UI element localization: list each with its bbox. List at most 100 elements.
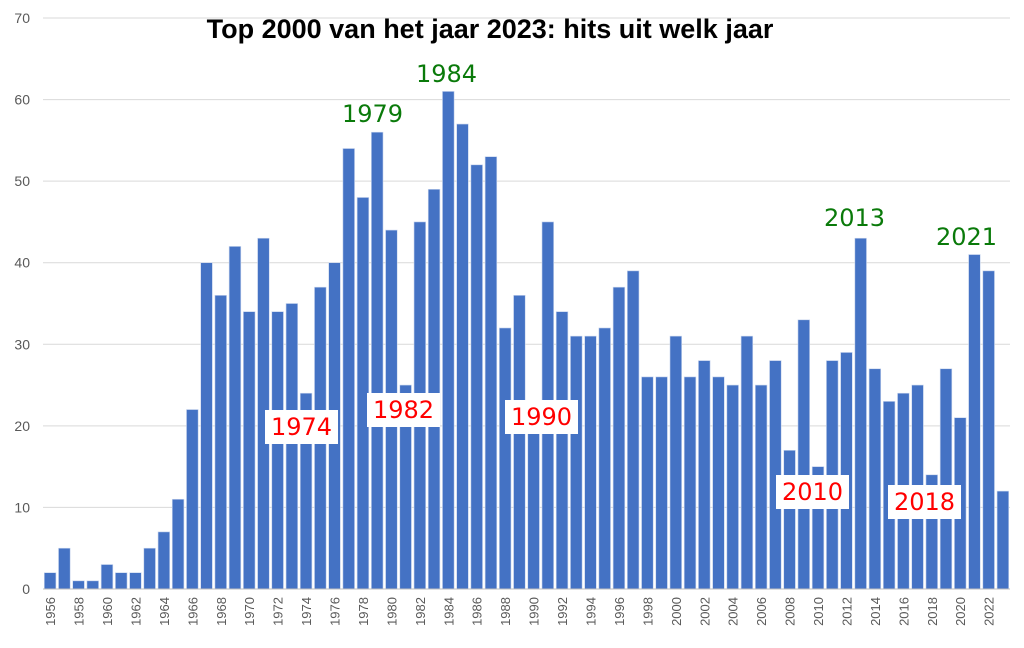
- annotation-1974: 1974: [265, 410, 339, 444]
- x-tick-label: 2018: [925, 597, 940, 626]
- bar-1992: [555, 311, 569, 590]
- bar-1966: [186, 409, 199, 590]
- x-tick-label: 1956: [43, 597, 58, 626]
- annotation-2010: 2010: [776, 475, 850, 509]
- bar-1965: [171, 498, 185, 590]
- bar-1969: [228, 246, 242, 590]
- bar-1996: [612, 286, 626, 590]
- x-tick-label: 1978: [356, 597, 371, 626]
- bar-1977: [342, 148, 355, 590]
- x-tick-label: 1984: [441, 597, 456, 626]
- y-tick-label: 50: [14, 173, 30, 189]
- annotation-2018: 2018: [888, 485, 962, 519]
- bar-2003: [712, 376, 725, 590]
- annotation-1982: 1982: [367, 393, 441, 427]
- bar-2001: [683, 376, 697, 590]
- x-tick-label: 2016: [896, 597, 911, 626]
- x-tick-label: 1994: [583, 597, 598, 626]
- bar-1970: [243, 311, 256, 590]
- bar-2008: [783, 450, 796, 590]
- bar-2019: [939, 368, 953, 590]
- bar-1960: [100, 564, 114, 590]
- x-tick-label: 1992: [555, 597, 570, 626]
- x-tick-label: 1960: [100, 597, 115, 626]
- bar-2006: [755, 384, 768, 590]
- bar-2014: [868, 368, 882, 590]
- bar-1964: [157, 531, 171, 590]
- bar-2004: [726, 384, 739, 590]
- annotation-2021: 2021: [936, 223, 998, 251]
- bar-1973: [285, 303, 298, 590]
- y-tick-label: 60: [14, 92, 30, 108]
- bar-1979: [371, 131, 384, 590]
- annotation-1979: 1979: [342, 100, 404, 128]
- bar-1956: [43, 572, 57, 590]
- x-tick-label: 1968: [214, 597, 229, 626]
- x-tick-label: 1988: [498, 597, 513, 626]
- bar-1993: [570, 335, 583, 590]
- x-tick-label: 1998: [640, 597, 655, 626]
- bar-2005: [740, 335, 754, 590]
- bar-1957: [58, 547, 71, 590]
- x-tick-label: 1964: [157, 597, 172, 626]
- bar-1984: [442, 91, 455, 590]
- x-tick-label: 1962: [128, 597, 143, 626]
- bar-2009: [797, 319, 810, 590]
- bar-2013: [854, 237, 867, 590]
- bar-1959: [86, 580, 99, 590]
- bar-1983: [427, 189, 441, 590]
- x-tick-label: 2022: [982, 597, 997, 626]
- chart-title: Top 2000 van het jaar 2023: hits uit wel…: [206, 14, 774, 44]
- bar-1986: [470, 164, 483, 590]
- x-tick-label: 2012: [839, 597, 854, 626]
- bar-1994: [584, 335, 597, 590]
- x-tick-label: 1976: [328, 597, 343, 626]
- bar-1958: [72, 580, 85, 590]
- y-tick-label: 70: [14, 10, 30, 26]
- x-tick-label: 1974: [299, 597, 314, 626]
- bar-2023: [996, 490, 1010, 590]
- bar-2022: [982, 270, 995, 590]
- y-tick-label: 0: [22, 581, 30, 597]
- annotation-2013: 2013: [824, 204, 886, 232]
- bar-2002: [698, 360, 711, 590]
- x-tick-label: 2008: [783, 597, 798, 626]
- bar-1985: [456, 123, 469, 590]
- y-tick-label: 20: [14, 418, 30, 434]
- bar-1963: [143, 547, 156, 590]
- bar-1961: [115, 572, 128, 590]
- annotation-1990: 1990: [505, 400, 579, 434]
- annotation-1984: 1984: [416, 60, 478, 88]
- x-tick-label: 2020: [953, 597, 968, 626]
- y-tick-label: 40: [14, 255, 30, 271]
- x-tick-label: 1986: [470, 597, 485, 626]
- x-tick-label: 1996: [612, 597, 627, 626]
- x-tick-label: 2002: [697, 597, 712, 626]
- y-tick-label: 10: [14, 499, 30, 515]
- bar-1997: [627, 270, 640, 590]
- x-tick-label: 2010: [811, 597, 826, 626]
- x-tick-label: 1990: [527, 597, 542, 626]
- bar-1995: [598, 327, 611, 590]
- bar-1987: [484, 156, 498, 590]
- x-tick-label: 1966: [185, 597, 200, 626]
- bar-1998: [641, 376, 654, 590]
- bar-1988: [499, 327, 512, 590]
- bar-1968: [214, 295, 227, 590]
- bar-1989: [513, 295, 526, 590]
- bar-2021: [968, 254, 981, 590]
- x-tick-label: 2006: [754, 597, 769, 626]
- bar-1962: [129, 572, 142, 590]
- x-tick-label: 1982: [413, 597, 428, 626]
- bar-1972: [271, 311, 284, 590]
- x-tick-label: 2004: [726, 597, 741, 626]
- bar-1999: [655, 376, 668, 590]
- bar-1967: [200, 262, 213, 590]
- x-tick-label: 1970: [242, 597, 257, 626]
- bar-2012: [840, 352, 853, 590]
- x-tick-label: 1972: [271, 597, 286, 626]
- x-tick-label: 1958: [72, 597, 87, 626]
- bar-1990: [527, 409, 540, 590]
- x-tick-label: 2000: [669, 597, 684, 626]
